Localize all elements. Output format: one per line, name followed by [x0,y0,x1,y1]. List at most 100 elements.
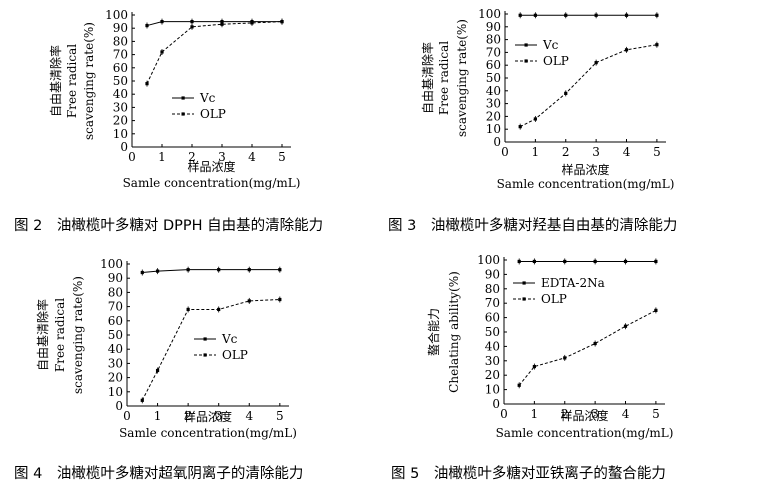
y-axis-label-en-1: Free radical [65,44,79,118]
y-tick-label: 60 [113,61,128,75]
x-axis-label-en: Samle concentration(mg/mL) [119,426,297,440]
series-line-vc [146,21,282,27]
y-tick-label: 90 [486,20,501,34]
figure-caption: 图 5 油橄榄叶多糖对亚铁离子的螯合能力 [391,465,666,482]
y-tick-label: 40 [108,342,123,356]
y-tick-label: 70 [113,48,128,62]
x-tick-label: 2 [561,407,569,421]
x-tick-label: 1 [532,145,540,159]
x-tick-label: 3 [591,407,599,421]
legend-label: OLP [200,107,226,121]
legend-label: Vc [221,332,238,346]
legend-marker [524,43,528,47]
series-line-olp [519,44,657,128]
series-line-olp [141,299,280,401]
x-axis-label-cn: 样品浓度 [560,408,608,423]
y-tick-label: 10 [113,127,128,141]
x-tick-label: 2 [184,409,192,423]
y-tick-label: 100 [105,8,128,22]
x-tick-label: 0 [500,407,508,421]
y-axis-label-en-2: scavenging rate(%) [71,276,85,394]
y-tick-label: 30 [485,354,500,368]
legend-label: Vc [199,91,216,105]
y-tick-label: 100 [477,253,500,267]
y-tick-label: 90 [108,271,123,285]
y-axis-label-cn: 螯合能力 [426,308,441,356]
legend-marker [524,59,528,63]
x-axis-label-en: Samle concentration(mg/mL) [497,177,675,191]
x-axis-label-cn: 样品浓度 [187,159,235,174]
y-tick-label: 30 [486,97,501,111]
figure-caption: 图 2 油橄榄叶多糖对 DPPH 自由基的清除能力 [14,217,323,234]
y-tick-label: 10 [486,122,501,136]
y-tick-label: 90 [113,21,128,35]
x-tick-label: 4 [245,409,253,423]
x-tick-label: 0 [501,145,509,159]
y-tick-label: 70 [486,45,501,59]
x-tick-label: 5 [652,407,660,421]
x-tick-label: 0 [128,150,136,164]
y-tick-label: 100 [100,257,123,271]
y-tick-label: 80 [486,33,501,47]
y-tick-label: 70 [108,300,123,314]
x-axis-label-cn: 样品浓度 [561,162,609,177]
figure-caption: 图 4 油橄榄叶多糖对超氧阴离子的清除能力 [14,465,303,482]
y-tick-label: 40 [485,339,500,353]
y-tick-label: 40 [113,87,128,101]
series-line-olp [518,309,657,386]
y-tick-label: 0 [115,399,123,413]
y-tick-label: 10 [108,385,123,399]
x-tick-label: 5 [653,145,661,159]
x-tick-label: 3 [218,150,226,164]
y-tick-label: 0 [492,397,500,411]
y-tick-label: 90 [485,267,500,281]
y-tick-label: 0 [493,135,501,149]
legend-label: Vc [542,38,559,52]
y-tick-label: 80 [485,282,500,296]
legend-marker [203,337,207,341]
y-tick-label: 50 [486,71,501,85]
y-tick-label: 0 [120,140,128,154]
y-tick-label: 80 [113,34,128,48]
legend-label: EDTA-2Na [541,276,605,290]
x-tick-label: 1 [531,407,539,421]
y-axis-label-cn: 自由基清除率 [48,45,63,117]
y-tick-label: 50 [485,325,500,339]
y-axis-label-cn: 自由基清除率 [420,42,435,114]
x-tick-label: 4 [622,407,630,421]
y-tick-label: 60 [108,314,123,328]
legend-label: OLP [543,54,569,68]
x-tick-label: 3 [592,145,600,159]
y-tick-label: 40 [486,84,501,98]
y-tick-label: 100 [478,7,501,21]
legend-marker [522,297,526,301]
y-axis-label-en-1: Free radical [53,298,67,372]
x-tick-label: 2 [562,145,570,159]
y-axis-label-en-1: Chelating ability(%) [447,271,461,393]
y-tick-label: 20 [486,109,501,123]
y-tick-label: 10 [485,383,500,397]
x-axis-label-en: Samle concentration(mg/mL) [123,176,301,190]
y-tick-label: 30 [113,100,128,114]
y-axis-label-en-2: scavenging rate(%) [455,19,469,137]
legend-marker [181,112,185,116]
legend-label: OLP [541,292,567,306]
legend-marker [203,353,207,357]
y-axis-label-en-1: Free radical [437,41,451,115]
y-tick-label: 30 [108,356,123,370]
y-tick-label: 20 [108,371,123,385]
x-tick-label: 0 [123,409,131,423]
legend-label: OLP [222,348,248,362]
x-tick-label: 4 [623,145,631,159]
x-axis-label-cn: 样品浓度 [184,409,232,424]
y-tick-label: 60 [485,311,500,325]
y-axis-label-cn: 自由基清除率 [35,299,50,371]
legend-marker [522,281,526,285]
x-axis-label-en: Samle concentration(mg/mL) [496,426,674,440]
y-tick-label: 20 [485,368,500,382]
